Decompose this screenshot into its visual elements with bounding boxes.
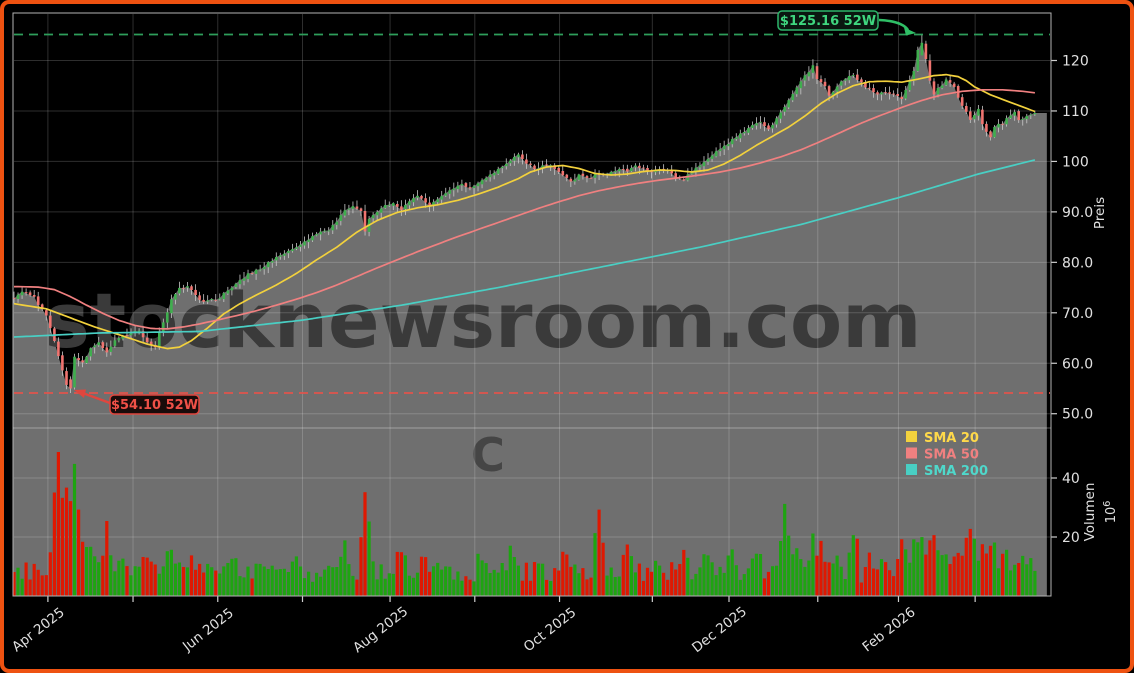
price-tick-label: 60.0	[1062, 356, 1093, 372]
sma200-swatch-icon	[906, 464, 917, 475]
sma-lines	[13, 73, 1036, 350]
price-tick-label: 80.0	[1062, 255, 1093, 271]
price-tick-label: 100	[1062, 154, 1089, 170]
sma200-legend-label: SMA 200	[924, 464, 988, 479]
high-52w-label: $125.16 52W	[780, 14, 876, 29]
plot-frame	[12, 12, 1052, 597]
high-52w-arrow	[878, 18, 910, 31]
price-tick-label: 120	[1062, 54, 1089, 70]
site-watermark: stocknewsroom.com	[45, 276, 922, 365]
low-52w-arrow	[83, 392, 111, 405]
high-52w-box	[777, 10, 879, 31]
sma20-swatch-icon	[906, 431, 917, 442]
52w-level-lines	[14, 33, 1050, 394]
price-tick-label: 90.0	[1062, 205, 1093, 221]
price-tick-label: 70.0	[1062, 306, 1093, 322]
panel-area-fills	[13, 42, 1047, 596]
sma-legend: SMA 20 SMA 50 SMA 200	[906, 431, 988, 479]
gridlines	[14, 14, 1050, 595]
sma50-legend-label: SMA 50	[924, 448, 979, 463]
sma50-swatch-icon	[906, 447, 917, 459]
high-52w-annotation: $125.16 52W	[777, 10, 916, 36]
volume-bars	[13, 452, 1037, 596]
low-52w-label: $54.10 52W	[111, 398, 198, 413]
low-52w-box	[109, 394, 200, 415]
price-tick-label: 110	[1062, 104, 1089, 120]
low-52w-annotation: $54.10 52W	[74, 389, 200, 415]
low-52w-arrowhead-icon	[74, 389, 86, 398]
volume-tick-label: 20	[1062, 530, 1080, 546]
volume-axis-unit: 106	[1102, 501, 1119, 524]
volume-axis-title: Volumen	[1082, 483, 1098, 542]
sma20-legend-label: SMA 20	[924, 431, 979, 446]
high-52w-arrowhead-icon	[904, 27, 916, 36]
price-axis-title: Preis	[1092, 197, 1108, 229]
volume-tick-label: 40	[1062, 471, 1080, 487]
price-tick-label: 50.0	[1062, 407, 1093, 423]
ticker-watermark: C	[471, 428, 505, 482]
